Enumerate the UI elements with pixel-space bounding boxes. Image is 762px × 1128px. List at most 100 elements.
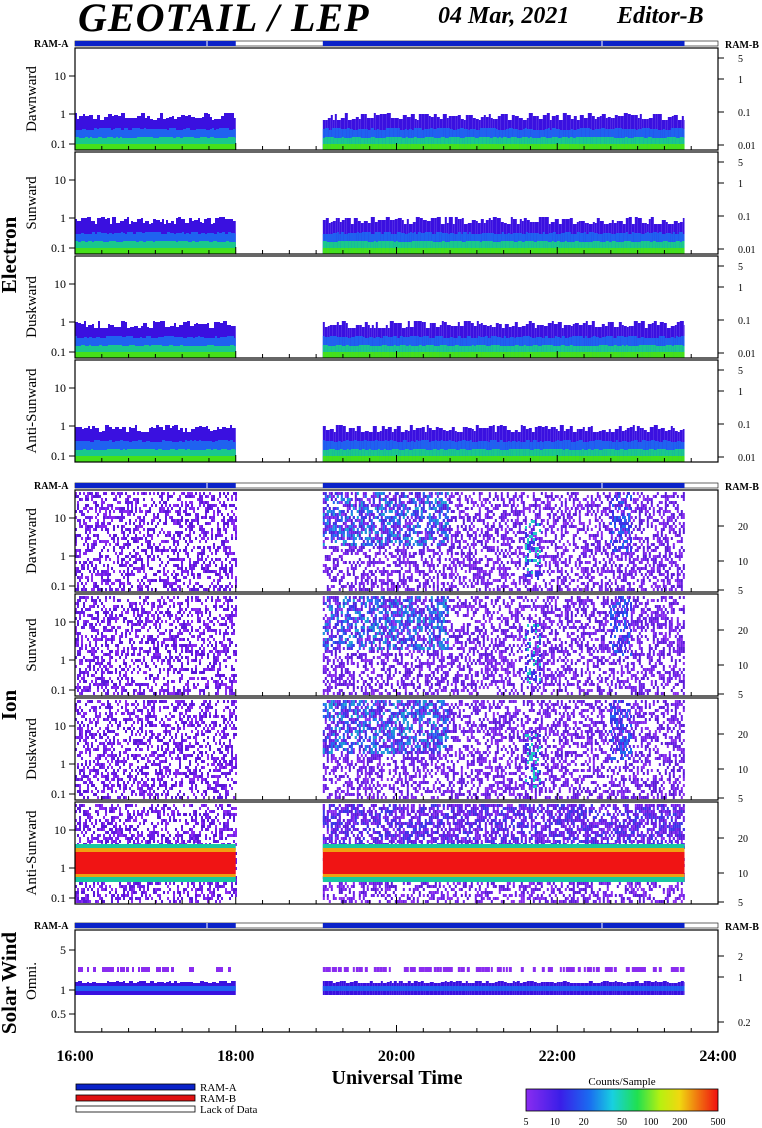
heatmap-cell <box>85 582 87 585</box>
heatmap-cell <box>75 543 77 546</box>
heatmap-cell <box>83 492 85 495</box>
heatmap-cell <box>432 516 435 519</box>
heatmap-cell <box>456 137 460 150</box>
heatmap-cell <box>389 241 394 254</box>
heatmap-cell <box>348 241 352 254</box>
heatmap-cell <box>107 137 111 150</box>
heatmap-cell <box>215 570 217 573</box>
heatmap-cell <box>117 492 119 495</box>
heatmap-cell <box>396 564 399 567</box>
heatmap-cell <box>87 567 89 570</box>
heatmap-cell <box>436 456 439 462</box>
heatmap-cell <box>207 570 209 573</box>
heatmap-cell <box>398 531 401 534</box>
heatmap-cell <box>604 345 608 358</box>
heatmap-cell <box>385 248 390 254</box>
heatmap-cell <box>348 248 351 254</box>
heatmap-cell <box>163 501 165 504</box>
heatmap-cell <box>424 561 427 564</box>
heatmap-cell <box>438 522 441 525</box>
heatmap-cell <box>183 352 187 358</box>
heatmap-cell <box>392 561 395 564</box>
heatmap-cell <box>671 248 675 254</box>
heatmap-cell <box>382 567 385 570</box>
heatmap-cell <box>362 588 365 591</box>
heatmap-cell <box>145 513 147 516</box>
heatmap-cell <box>145 549 147 552</box>
heatmap-cell <box>561 137 566 150</box>
heatmap-cell <box>344 585 347 588</box>
heatmap-cell <box>503 456 507 462</box>
heatmap-cell <box>82 456 84 462</box>
heatmap-cell <box>148 352 152 358</box>
heatmap-cell <box>346 567 349 570</box>
heatmap-cell <box>358 531 361 534</box>
heatmap-cell <box>213 516 215 519</box>
heatmap-cell <box>432 525 435 528</box>
heatmap-cell <box>95 510 97 513</box>
heatmap-cell <box>355 137 359 150</box>
heatmap-cell <box>175 576 177 579</box>
heatmap-cell <box>181 567 183 570</box>
heatmap-cell <box>233 456 236 462</box>
heatmap-cell <box>350 567 353 570</box>
heatmap-cell <box>212 248 216 254</box>
heatmap-cell <box>550 345 553 358</box>
heatmap-cell <box>163 507 165 510</box>
heatmap-cell <box>179 579 181 582</box>
heatmap-cell <box>223 519 225 522</box>
heatmap-cell <box>436 576 439 579</box>
ram-a-label: RAM-A <box>34 39 69 50</box>
heatmap-cell <box>368 576 371 579</box>
heatmap-cell <box>85 531 87 534</box>
heatmap-cell <box>394 564 397 567</box>
heatmap-cell <box>199 576 201 579</box>
heatmap-cell <box>397 144 401 150</box>
heatmap-cell <box>422 498 425 501</box>
heatmap-cell <box>161 492 163 495</box>
heatmap-cell <box>219 585 221 588</box>
heatmap-cell <box>462 248 467 254</box>
heatmap-cell <box>435 248 438 254</box>
heatmap-cell <box>406 352 409 358</box>
heatmap-cell <box>159 531 161 534</box>
heatmap-cell <box>614 144 617 150</box>
heatmap-cell <box>360 345 364 358</box>
heatmap-cell <box>95 558 97 561</box>
heatmap-cell <box>139 137 143 150</box>
heatmap-cell <box>111 241 113 254</box>
heatmap-cell <box>340 543 343 546</box>
heatmap-cell <box>223 501 225 504</box>
heatmap-cell <box>113 510 115 513</box>
heatmap-cell <box>533 456 536 462</box>
heatmap-cell <box>235 528 237 531</box>
heatmap-cell <box>536 449 540 462</box>
heatmap-cell <box>149 492 151 495</box>
heatmap-cell <box>364 456 369 462</box>
right-tick-label: 0.01 <box>738 245 756 256</box>
heatmap-cell <box>348 531 351 534</box>
heatmap-cell <box>112 352 116 358</box>
heatmap-cell <box>217 510 219 513</box>
heatmap-cell <box>169 531 171 534</box>
heatmap-cell <box>117 555 119 558</box>
heatmap-cell <box>182 449 185 462</box>
heatmap-cell <box>398 579 401 582</box>
heatmap-cell <box>221 513 223 516</box>
heatmap-cell <box>173 564 175 567</box>
heatmap-cell <box>346 492 349 495</box>
heatmap-cell <box>664 241 668 254</box>
heatmap-cell <box>209 492 211 495</box>
heatmap-cell <box>541 456 545 462</box>
heatmap-cell <box>402 510 405 513</box>
heatmap-cell <box>436 582 439 585</box>
heatmap-cell <box>139 588 141 591</box>
heatmap-cell <box>380 525 383 528</box>
heatmap-cell <box>89 561 91 564</box>
heatmap-cell <box>565 137 568 150</box>
heatmap-cell <box>398 528 401 531</box>
heatmap-cell <box>139 248 141 254</box>
heatmap-cell <box>97 522 99 525</box>
heatmap-cell <box>378 495 381 498</box>
heatmap-cell <box>606 137 610 150</box>
